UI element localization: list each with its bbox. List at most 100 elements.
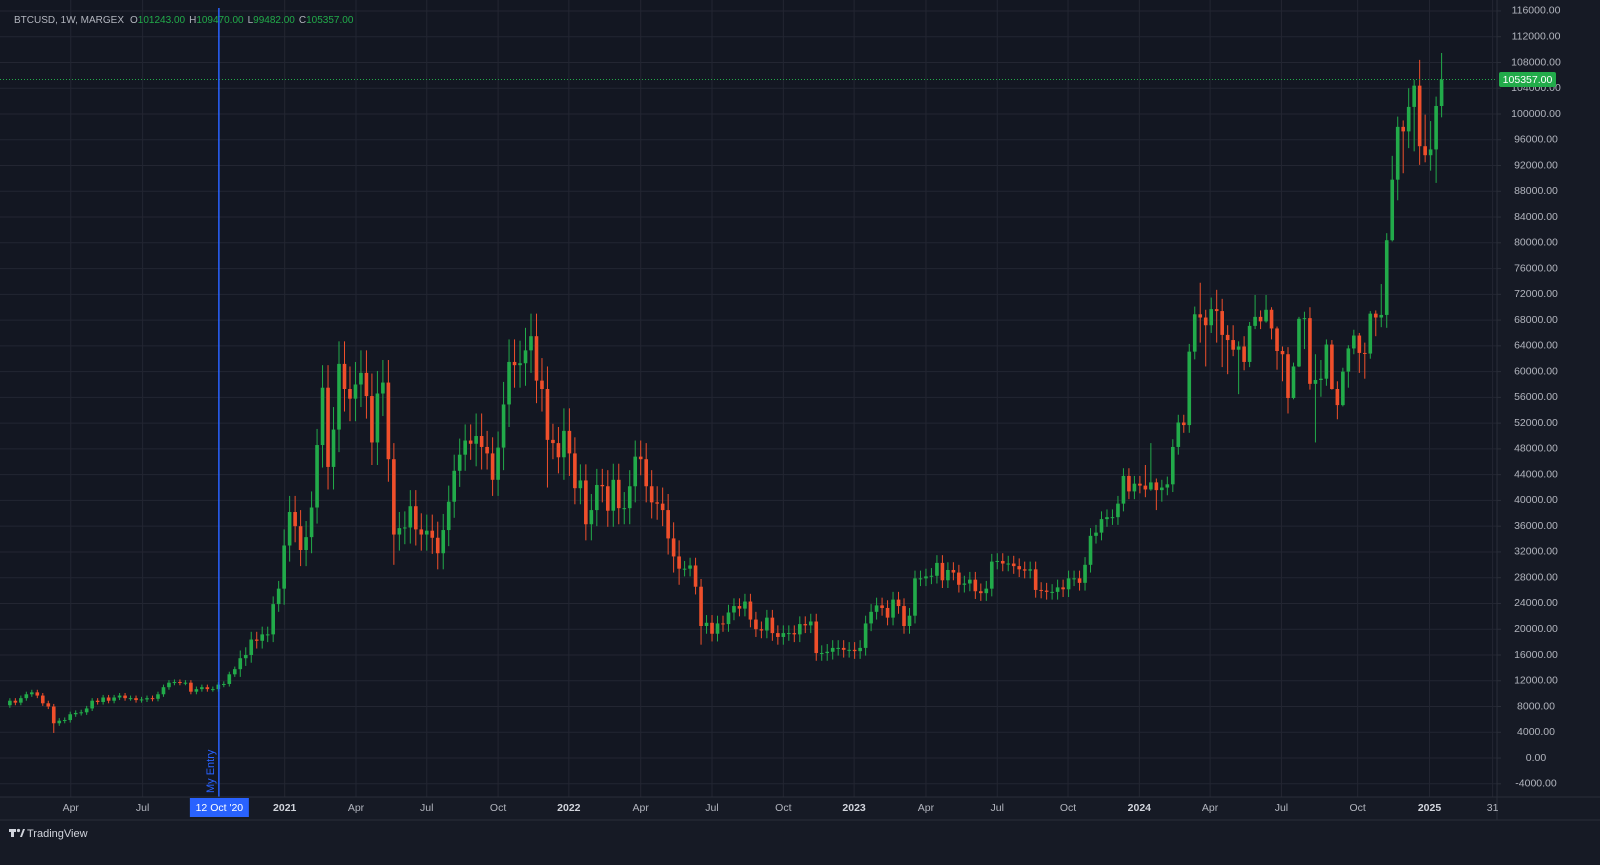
candle-body [781,633,786,637]
candle-body [424,530,429,535]
candle-body [841,647,846,650]
candle-body [337,363,341,430]
candle-body [1231,340,1235,350]
y-tick-label: -4000.00 [1515,778,1557,790]
candle-body [660,503,665,511]
x-tick-label: 2025 [1418,802,1442,814]
candle-body [512,361,517,366]
candle-body [194,689,199,692]
candle-body [1330,344,1334,390]
candle-body [732,606,736,613]
candle-body [1236,346,1241,350]
candle-body [973,579,978,592]
candle-body [1083,564,1087,583]
candle-body [1297,318,1301,367]
x-tick-label: Apr [633,802,650,814]
candle-body [468,440,473,444]
y-tick-label: 56000.00 [1514,391,1558,403]
candle-body [869,611,873,624]
candle-body [1319,378,1323,380]
candle-body [178,682,182,684]
candle-body [123,695,127,699]
candle-body [649,486,654,503]
candle-body [57,720,62,724]
candle-body [814,621,819,654]
candle-body [1011,563,1016,567]
candle-body [79,712,83,714]
candle-body [1000,560,1005,564]
candle-body [1039,589,1043,591]
grid [0,0,1501,797]
candle-body [1341,371,1345,406]
x-tick-label: Apr [63,802,80,814]
x-tick-label: Jul [705,802,718,814]
candle-body [1324,344,1329,379]
candle-body [326,387,330,467]
candle-body [282,545,286,589]
candle-body [342,363,347,390]
candle-body [748,601,753,620]
candle-body [578,480,583,489]
candle-body [1143,485,1148,490]
y-tick-label: 4000.00 [1517,726,1555,738]
candle-body [891,599,895,618]
candle-body [150,698,155,700]
y-tick-label: 44000.00 [1514,468,1558,480]
candle-body [381,382,385,394]
y-tick-label: 64000.00 [1514,340,1558,352]
candle-body [161,687,166,695]
candle-body [353,384,358,399]
y-tick-label: 36000.00 [1514,520,1558,532]
candle-body [211,689,215,691]
y-tick-label: 72000.00 [1514,288,1558,300]
candle-body [693,565,698,587]
candle-body [737,606,742,609]
candle-body [1033,569,1038,590]
candle-body [413,506,418,530]
candle-body [770,617,775,634]
candle-body [8,700,12,706]
candle-body [616,479,621,509]
candle-body [95,700,100,703]
candle-body [331,429,336,467]
candle-body [929,575,934,577]
candle-body [1187,351,1192,426]
candle-body [1132,483,1137,492]
y-tick-label: 68000.00 [1514,314,1558,326]
candle-body [1198,314,1203,318]
candle-body [1384,240,1389,315]
y-tick-label: 60000.00 [1514,365,1558,377]
candle-body [1401,126,1406,132]
candle-body [474,436,478,444]
candle-body [370,396,374,443]
candle-body [1105,517,1109,520]
candle-body [704,622,709,627]
y-tick-label: 80000.00 [1514,237,1558,249]
candle-body [946,569,950,581]
y-tick-label: 16000.00 [1514,649,1558,661]
candle-body [1203,317,1208,326]
x-tick-label: Jul [991,802,1004,814]
y-tick-label: 32000.00 [1514,546,1558,558]
y-tick-label: 24000.00 [1514,597,1558,609]
candle-body [902,606,906,627]
x-tick-label: Apr [1202,802,1219,814]
candle-body [227,674,232,684]
candle-body [1170,446,1175,485]
candle-body [638,456,643,460]
x-tick-label: Jul [136,802,149,814]
candle-body [721,623,725,625]
candle-body [238,658,243,670]
candle-body [392,459,396,535]
candle-body [852,649,857,652]
candle-body [1264,309,1268,322]
last-price-label: 105357.00 [1503,74,1553,86]
candle-body [441,530,446,554]
candle-body [1028,569,1032,571]
candle-body [1192,314,1197,352]
candle-body [249,639,254,655]
candle-body [117,695,122,698]
candle-body [1357,335,1362,353]
candle-body [1242,346,1246,362]
entry-label: My Entry [205,749,217,793]
